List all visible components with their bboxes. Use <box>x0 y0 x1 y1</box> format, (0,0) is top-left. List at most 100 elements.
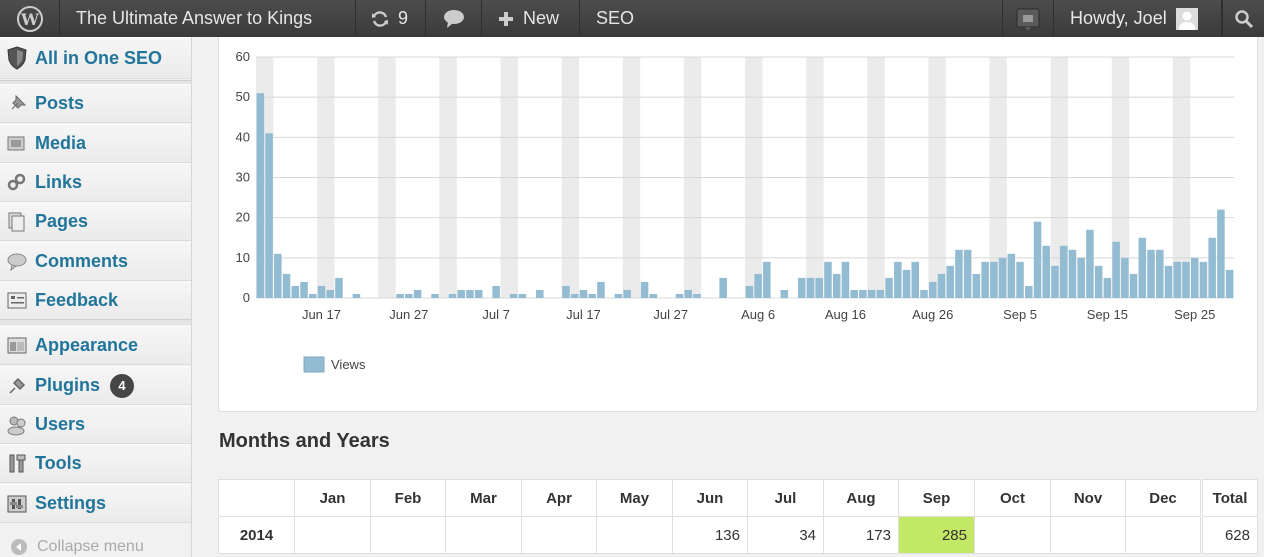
views-bar[interactable] <box>1225 269 1234 298</box>
views-bar[interactable] <box>335 277 343 298</box>
new-content-button[interactable]: New <box>482 0 580 37</box>
views-bar[interactable] <box>562 285 570 298</box>
views-bar[interactable] <box>911 261 920 298</box>
views-bar[interactable] <box>832 273 841 298</box>
sidebar-item-pages[interactable]: Pages <box>0 202 191 241</box>
sidebar-item-tools[interactable]: Tools <box>0 444 191 483</box>
views-bar[interactable] <box>640 281 649 298</box>
views-bar[interactable] <box>326 289 334 298</box>
sidebar-item-users[interactable]: Users <box>0 405 191 444</box>
views-bar[interactable] <box>466 289 474 298</box>
account-menu[interactable]: Howdy, Joel <box>1054 0 1222 37</box>
views-bar[interactable] <box>1156 249 1164 298</box>
views-bar[interactable] <box>981 261 989 298</box>
sidebar-item-all-in-one-seo[interactable]: All in One SEO <box>0 37 191 79</box>
views-bar[interactable] <box>431 293 439 298</box>
views-bar[interactable] <box>623 289 631 298</box>
views-bar[interactable] <box>282 273 291 298</box>
views-bar[interactable] <box>308 293 317 298</box>
seo-menu-button[interactable]: SEO <box>580 0 650 37</box>
updates-button[interactable]: 9 <box>356 0 426 37</box>
views-bar[interactable] <box>1007 253 1016 298</box>
views-bar[interactable] <box>405 293 413 298</box>
views-bar[interactable] <box>920 289 928 298</box>
views-bar[interactable] <box>859 289 867 298</box>
sidebar-item-appearance[interactable]: Appearance <box>0 326 191 365</box>
views-bar[interactable] <box>536 289 544 298</box>
views-bar[interactable] <box>1103 277 1112 298</box>
views-bar[interactable] <box>649 293 658 298</box>
views-bar[interactable] <box>256 93 265 299</box>
views-bar[interactable] <box>763 261 771 298</box>
views-bar[interactable] <box>265 133 273 298</box>
views-bar[interactable] <box>509 293 518 298</box>
views-bar[interactable] <box>1086 229 1094 298</box>
views-bar[interactable] <box>588 293 596 298</box>
views-bar[interactable] <box>675 293 684 298</box>
notifications-button[interactable] <box>1002 0 1054 37</box>
views-bar[interactable] <box>754 273 762 298</box>
views-bar[interactable] <box>955 249 963 298</box>
views-bar[interactable] <box>1059 245 1068 298</box>
site-title-link[interactable]: The Ultimate Answer to Kings <box>60 0 356 37</box>
views-bar[interactable] <box>1182 261 1190 298</box>
views-bar[interactable] <box>492 285 500 298</box>
views-bar[interactable] <box>885 277 893 298</box>
views-bar[interactable] <box>274 253 282 298</box>
views-bar[interactable] <box>780 289 789 298</box>
views-bar[interactable] <box>317 285 326 298</box>
sidebar-item-comments[interactable]: Comments <box>0 242 191 281</box>
views-bar[interactable] <box>684 289 693 298</box>
views-bar[interactable] <box>928 281 937 298</box>
views-bar[interactable] <box>1199 261 1208 298</box>
views-bar[interactable] <box>1033 221 1042 298</box>
views-bar[interactable] <box>937 273 946 298</box>
wordpress-logo-button[interactable]: W <box>0 0 60 37</box>
views-bar[interactable] <box>1138 237 1147 298</box>
views-bar[interactable] <box>413 289 422 298</box>
views-bar[interactable] <box>867 289 876 298</box>
views-bar[interactable] <box>570 293 579 298</box>
views-bar[interactable] <box>815 277 823 298</box>
collapse-menu-button[interactable]: Collapse menu <box>0 535 191 557</box>
views-bar[interactable] <box>876 289 885 298</box>
sidebar-item-media[interactable]: Media <box>0 124 191 163</box>
views-bar[interactable] <box>850 289 858 298</box>
sidebar-item-links[interactable]: Links <box>0 163 191 202</box>
views-bar[interactable] <box>1051 265 1059 298</box>
views-bar[interactable] <box>1129 273 1138 298</box>
views-bar[interactable] <box>1164 265 1173 298</box>
views-bar[interactable] <box>1094 265 1103 298</box>
views-bar[interactable] <box>693 293 701 298</box>
views-bar[interactable] <box>518 293 527 298</box>
views-bar[interactable] <box>719 277 727 298</box>
views-bar[interactable] <box>1173 261 1182 298</box>
views-bar[interactable] <box>745 285 754 298</box>
views-bar[interactable] <box>806 277 815 298</box>
views-bar[interactable] <box>894 261 902 298</box>
views-bar[interactable] <box>291 285 300 298</box>
views-bar[interactable] <box>990 261 998 298</box>
sidebar-item-settings[interactable]: Settings <box>0 484 191 523</box>
views-bar[interactable] <box>972 273 981 298</box>
views-bar[interactable] <box>824 261 832 298</box>
search-button[interactable] <box>1222 0 1264 37</box>
sidebar-item-feedback[interactable]: Feedback <box>0 281 191 320</box>
views-bar[interactable] <box>300 281 308 298</box>
views-bar[interactable] <box>1025 285 1033 298</box>
views-bar[interactable] <box>448 293 457 298</box>
views-bar[interactable] <box>963 249 972 298</box>
views-bar[interactable] <box>1112 241 1120 298</box>
sidebar-item-posts[interactable]: Posts <box>0 84 191 123</box>
comments-button[interactable] <box>426 0 482 37</box>
views-bar[interactable] <box>1147 249 1155 298</box>
views-bar[interactable] <box>614 293 623 298</box>
views-bar[interactable] <box>597 281 605 298</box>
sidebar-item-plugins[interactable]: Plugins 4 <box>0 366 191 405</box>
views-bar[interactable] <box>902 269 911 298</box>
views-bar[interactable] <box>841 261 850 298</box>
views-bar[interactable] <box>1217 209 1225 298</box>
views-bar[interactable] <box>352 293 361 298</box>
views-bar[interactable] <box>1190 257 1199 298</box>
legend-label[interactable]: Views <box>331 357 366 372</box>
